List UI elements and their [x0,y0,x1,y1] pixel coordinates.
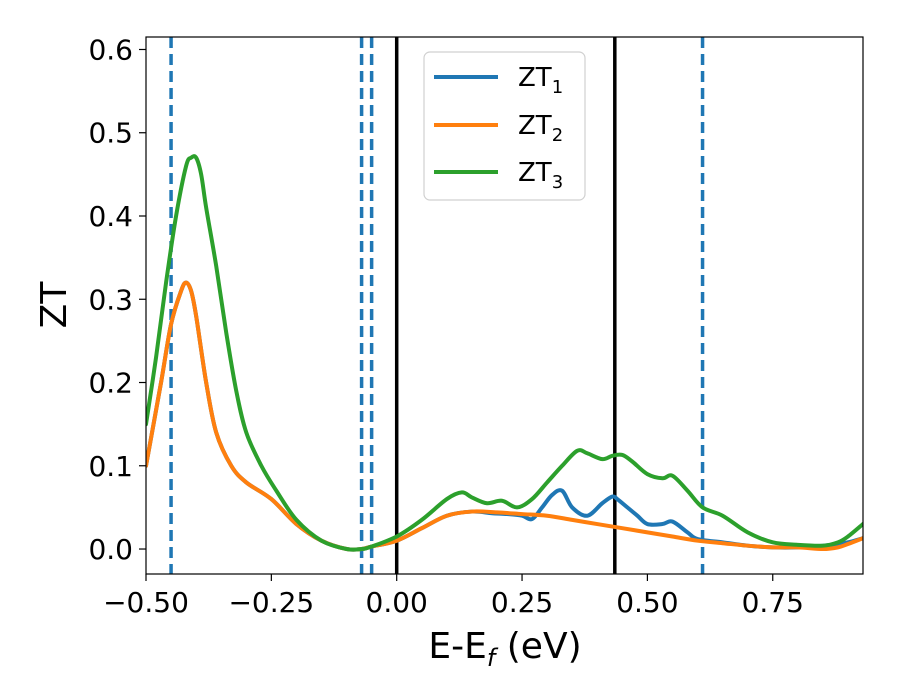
plot-frame [145,36,864,575]
x-tick-label: 0.50 [616,586,678,619]
series-line-zt2 [146,280,863,552]
legend-label-zt2: ZT2 [518,111,563,146]
y-tick-label: 0.3 [88,283,133,316]
y-tick-label: 0.5 [88,117,133,150]
series-line-zt1 [146,280,863,552]
y-axis-ticks: 0.0 0.1 0.2 0.3 0.4 0.5 0.6 [88,33,146,566]
y-tick-label: 0.6 [88,33,133,66]
x-tick-label: 0.00 [366,586,428,619]
x-tick-label: −0.50 [103,586,189,619]
vertical-marker-lines [169,37,705,574]
y-tick-label: 0.2 [88,367,133,400]
legend-label-zt1: ZT1 [518,63,563,98]
x-tick-label: −0.25 [228,586,314,619]
y-axis-label: ZT [34,281,75,329]
x-axis-label: E-Ef (eV) [428,626,581,672]
legend-label-zt3: ZT3 [518,158,563,193]
series-lines [146,154,863,552]
series-line-zt3 [146,154,863,552]
y-tick-label: 0.4 [88,200,133,233]
legend-box [423,51,586,201]
x-tick-label: 0.25 [491,586,553,619]
y-tick-label: 0.1 [88,450,133,483]
legend: ZT1 ZT2 ZT3 [423,51,586,201]
y-tick-label: 0.0 [88,533,133,566]
x-tick-label: 0.75 [742,586,804,619]
x-axis-ticks: −0.50 −0.25 0.00 0.25 0.50 0.75 [103,574,804,619]
